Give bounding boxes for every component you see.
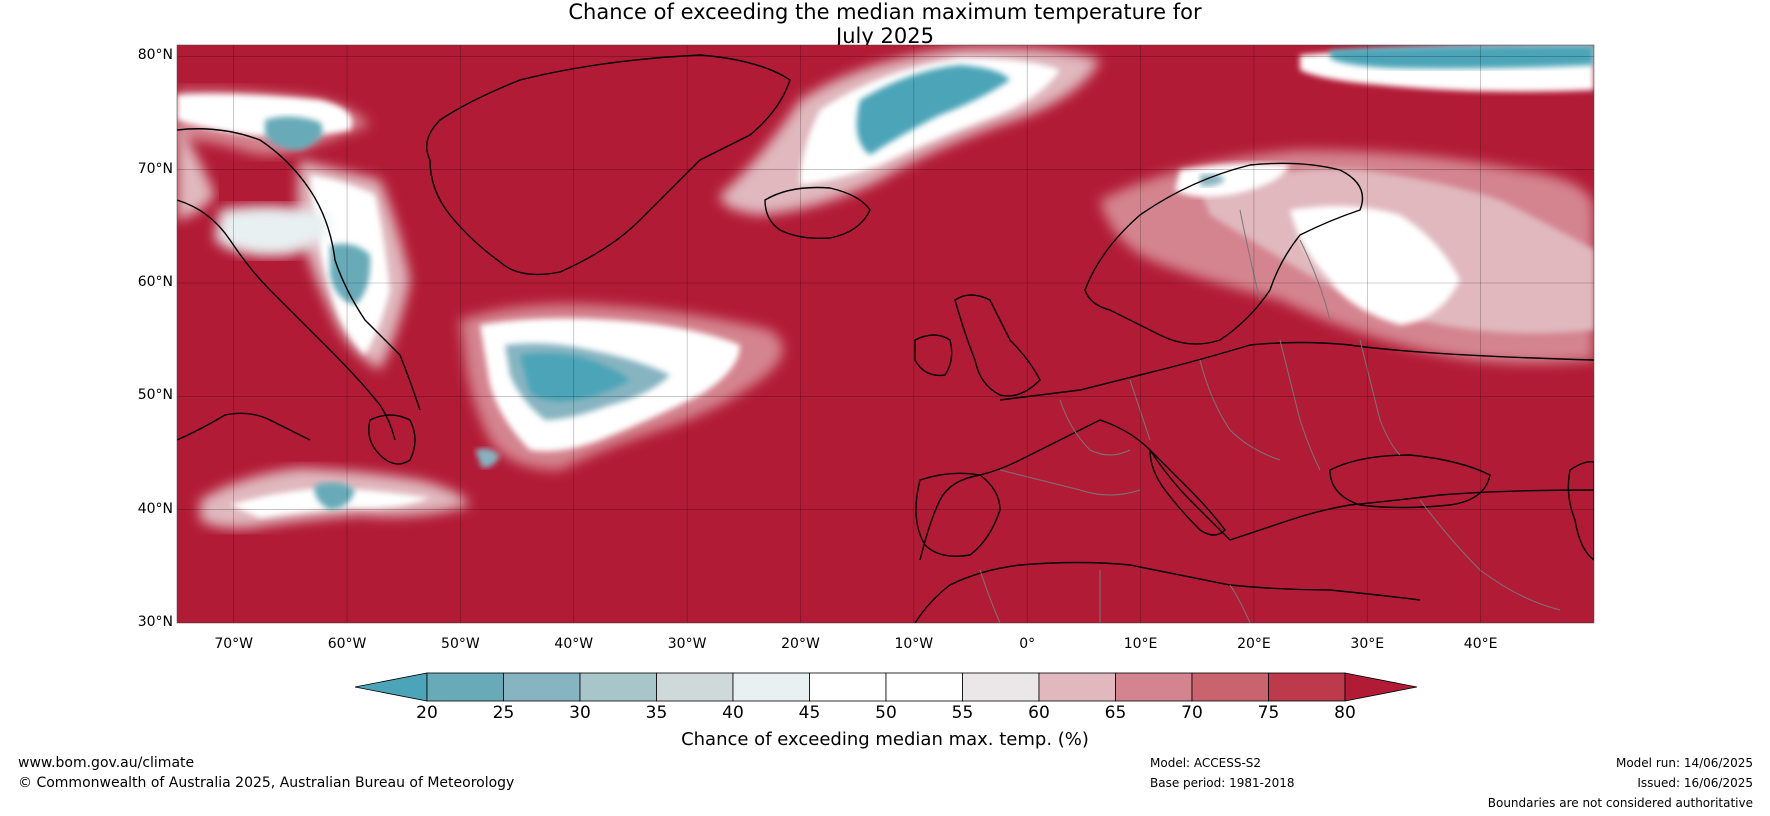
gridlines (177, 45, 1594, 623)
colorbar-tick-label: 30 (569, 703, 591, 723)
latitude-label: 80°N (137, 47, 173, 64)
map-canvas (177, 45, 1594, 623)
colorbar-segment (1268, 672, 1346, 702)
longitude-label: 20°E (1237, 636, 1271, 652)
colorbar-segment (885, 672, 963, 702)
colorbar-segment (426, 672, 504, 702)
longitude-label: 40°E (1463, 636, 1498, 652)
footer-copyright: © Commonwealth of Australia 2025, Austra… (18, 775, 515, 791)
map-title: Chance of exceeding the median maximum t… (0, 0, 1770, 48)
longitude-label: 10°W (894, 636, 934, 652)
footer-right: Model run: 14/06/2025 Issued: 16/06/2025… (1488, 753, 1753, 813)
colorbar-tick-label: 45 (798, 703, 821, 723)
footer-base-period: Base period: 1981-2018 (1150, 776, 1295, 790)
colorbar-tick-label: 60 (1028, 703, 1050, 723)
colorbar-label: Chance of exceeding median max. temp. (%… (681, 729, 1089, 750)
colorbar-segment (656, 672, 734, 702)
latitude-label: 60°N (137, 274, 173, 290)
colorbar-low-arrow (354, 672, 428, 702)
colorbar-segment (579, 672, 657, 702)
footer-website: www.bom.gov.au/climate (18, 755, 195, 771)
map-frame (176, 44, 1595, 624)
colorbar-tick-label: 40 (722, 703, 744, 723)
colorbar-tick-label: 35 (645, 703, 668, 723)
colorbar-segment (732, 672, 810, 702)
longitude-label: 50°W (441, 636, 480, 652)
cool-region-labrador (177, 89, 410, 370)
latitude-label: 50°N (137, 387, 173, 404)
colorbar-segment (1191, 672, 1269, 702)
map-title-line-2: July 2025 (836, 24, 934, 48)
cool-region-mid-atlantic (460, 304, 783, 470)
cool-region-scandinavia (1100, 150, 1594, 364)
footer-model: Model: ACCESS-S2 (1150, 756, 1262, 770)
colorbar-segment (1038, 672, 1116, 702)
colorbar-tick-label: 70 (1181, 703, 1203, 723)
colorbar-segment (503, 672, 581, 702)
colorbar-segment (809, 672, 887, 702)
longitude-label: 20°W (781, 636, 820, 652)
country-borders (979, 209, 1561, 623)
colorbar-high-arrow (1344, 672, 1418, 702)
longitude-label: 30°W (667, 636, 707, 652)
colorbar-segment (1115, 672, 1193, 702)
footer-model-run: Model run: 14/06/2025 (1615, 756, 1753, 770)
colorbar (354, 672, 1418, 702)
colorbar-tick-label: 50 (875, 703, 897, 723)
colorbar-segment (962, 672, 1040, 702)
colorbar-tick-label: 20 (416, 703, 438, 723)
longitude-label: 60°W (327, 636, 367, 652)
longitude-label: 30°E (1350, 636, 1385, 652)
colorbar-tick-label: 65 (1104, 703, 1127, 723)
coastlines (177, 54, 1594, 623)
colorbar-tick-label: 80 (1334, 703, 1356, 723)
colorbar-tick-label: 75 (1257, 703, 1280, 723)
footer-middle: Model: ACCESS-S2 Base period: 1981-2018 (1150, 753, 1295, 793)
longitude-label: 40°W (554, 636, 594, 652)
colorbar-tick-label: 55 (951, 703, 974, 723)
cool-region-newfoundland (200, 448, 500, 529)
footer-issued: Issued: 16/06/2025 (1637, 776, 1753, 790)
longitude-label: 10°E (1123, 636, 1158, 652)
footer-disclaimer: Boundaries are not considered authoritat… (1487, 796, 1753, 810)
map-title-line-1: Chance of exceeding the median maximum t… (568, 0, 1202, 24)
footer-left: www.bom.gov.au/climate © Commonwealth of… (18, 753, 514, 793)
longitude-label: 70°W (214, 636, 253, 652)
latitude-label: 70°N (137, 160, 173, 177)
latitude-label: 30°N (137, 614, 173, 630)
colorbar-tick-label: 25 (492, 703, 515, 723)
cool-region-greenland-sea (720, 45, 1594, 215)
longitude-label: 0° (1019, 636, 1036, 652)
latitude-label: 40°N (137, 500, 173, 517)
